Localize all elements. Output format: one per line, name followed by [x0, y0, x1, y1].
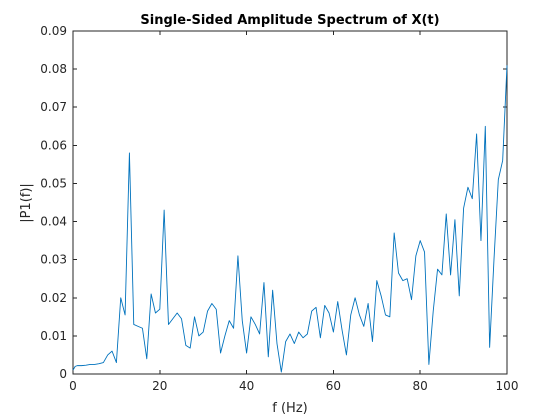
y-tick-label: 0.04	[40, 215, 67, 229]
axes-box	[72, 30, 508, 375]
spectrum-line	[72, 65, 508, 373]
y-tick-label: 0.03	[40, 253, 67, 267]
x-tick-label: 60	[326, 379, 341, 393]
x-axis-label: f (Hz)	[272, 401, 307, 416]
y-tick-label: 0.09	[40, 24, 67, 38]
y-tick-label: 0.05	[40, 176, 67, 190]
y-tick-label: 0.08	[40, 62, 67, 76]
y-axis-ticks: 0 0.01 0.02 0.03 0.04 0.05 0.06 0.07 0.08 0.09	[40, 24, 507, 381]
series-group	[72, 65, 508, 373]
y-tick-label: 0.01	[40, 329, 67, 343]
y-axis-label: |P1(f)|	[19, 183, 34, 223]
x-tick-label: 80	[413, 379, 428, 393]
x-tick-label: 40	[239, 379, 254, 393]
x-tick-label: 0	[69, 379, 77, 393]
x-tick-label: 20	[152, 379, 167, 393]
y-tick-label: 0.07	[40, 100, 67, 114]
y-tick-label: 0	[59, 367, 67, 381]
y-tick-label: 0.02	[40, 291, 67, 305]
axes	[72, 30, 508, 375]
x-axis-ticks: 0 20 40 60 80 100	[69, 31, 518, 393]
y-tick-label: 0.06	[40, 138, 67, 152]
chart-title: Single-Sided Amplitude Spectrum of X(t)	[140, 13, 439, 28]
x-tick-label: 100	[496, 379, 519, 393]
